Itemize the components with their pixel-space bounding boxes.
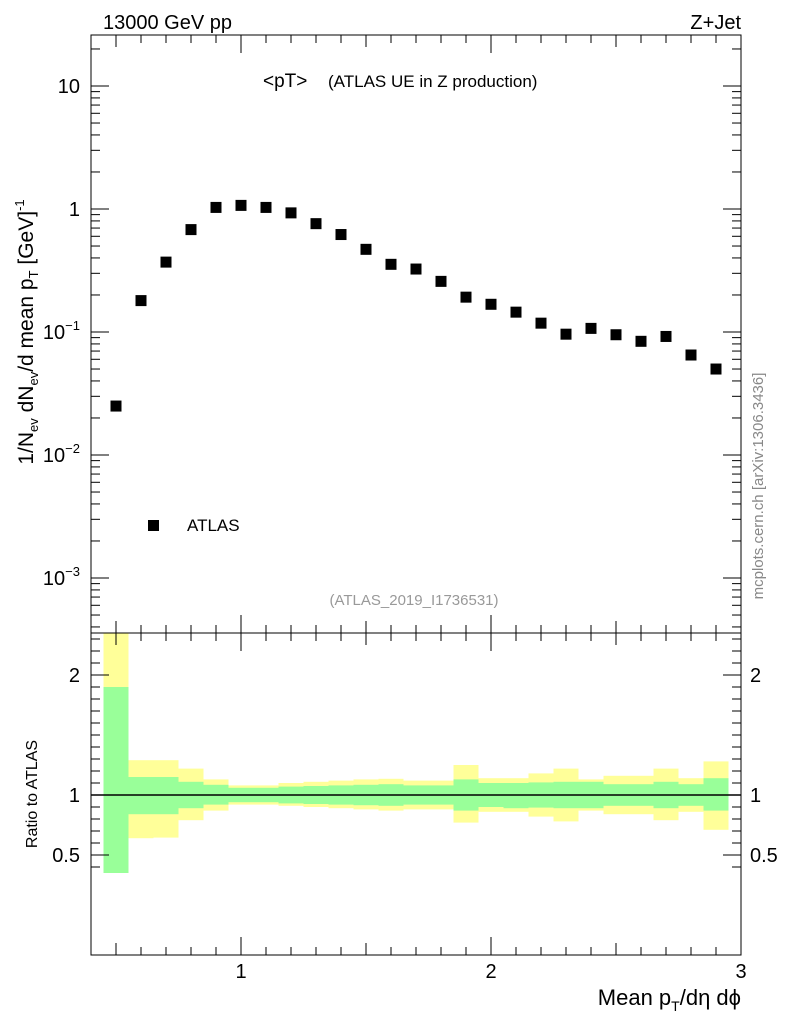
- y-tick-label: 10: [58, 76, 80, 98]
- data-point-atlas: [360, 243, 372, 255]
- x-axis-title: Mean pT/dη dϕ: [598, 985, 741, 1014]
- inner-band-bin: [103, 687, 129, 873]
- svg-text:Ratio to ATLAS: Ratio to ATLAS: [24, 740, 41, 848]
- data-point-atlas: [560, 328, 572, 340]
- legend-label-atlas: ATLAS: [187, 516, 240, 535]
- main-ticks: [90, 35, 742, 633]
- x-tick-label: 1: [235, 961, 246, 983]
- ratio-y-tick-labels: 2 2 1 1 0.5 0.5: [52, 665, 778, 867]
- data-point-atlas: [435, 275, 447, 287]
- data-point-atlas: [185, 224, 197, 236]
- ratio-ticks: [90, 633, 742, 955]
- data-point-atlas: [210, 201, 222, 213]
- legend-marker-atlas: [148, 520, 159, 531]
- x-tick-label: 3: [735, 961, 746, 983]
- data-point-atlas: [135, 295, 147, 307]
- ratio-y-tick-label-left: 0.5: [52, 845, 80, 867]
- data-point-atlas: [485, 298, 497, 310]
- data-point-atlas: [510, 306, 522, 318]
- ratio-y-tick-label-left: 1: [69, 785, 80, 807]
- data-point-atlas: [660, 330, 672, 342]
- ratio-panel: 2 2 1 1 0.5 0.5 1 2 3 Ratio to ATLAS Mean pT/dη…: [24, 632, 778, 1014]
- y-tick-label: 10−2: [43, 441, 80, 467]
- y-tick-label: 10−1: [43, 318, 80, 344]
- data-point-atlas: [160, 256, 172, 268]
- analysis-id-label: (ATLAS_2019_I1736531): [329, 592, 498, 609]
- energy-label: 13000 GeV pp: [103, 12, 232, 34]
- data-point-atlas: [260, 201, 272, 213]
- main-y-tick-labels: 10 1 10−1 10−2 10−3: [43, 76, 80, 590]
- main-y-axis-title: 1/Nev dNev/d mean pT [GeV]-1: [12, 199, 41, 464]
- data-point-atlas: [385, 258, 397, 270]
- svg-text:1/Nev dNev/d mean pT [GeV]-1: 1/Nev dNev/d mean pT [GeV]-1: [12, 199, 41, 464]
- y-tick-label: 1: [69, 199, 80, 221]
- data-point-atlas: [535, 317, 547, 329]
- data-point-atlas: [460, 291, 472, 303]
- process-label: Z+Jet: [690, 12, 741, 34]
- main-subtitle: (ATLAS UE in Z production): [328, 72, 537, 91]
- data-point-atlas: [235, 199, 247, 211]
- data-point-atlas: [710, 363, 722, 375]
- data-point-atlas: [335, 229, 347, 241]
- watermark: mcplots.cern.ch [arXiv:1306.3436]: [750, 373, 767, 600]
- ratio-y-tick-label-right: 0.5: [750, 845, 778, 867]
- ratio-y-tick-label-right: 2: [750, 665, 761, 687]
- data-point-atlas: [585, 322, 597, 334]
- ratio-bands: [103, 633, 729, 873]
- y-tick-label: 10−3: [43, 564, 80, 590]
- data-point-atlas: [310, 218, 322, 230]
- data-point-atlas: [410, 263, 422, 275]
- data-point-atlas: [285, 207, 297, 219]
- data-point-atlas: [610, 329, 622, 341]
- main-title: <pT>: [263, 71, 307, 92]
- data-point-atlas: [110, 400, 122, 412]
- main-points: [110, 199, 722, 412]
- data-point-atlas: [685, 349, 697, 361]
- main-panel: <pT> (ATLAS UE in Z production) 10110−11…: [12, 34, 742, 634]
- ratio-y-tick-label-right: 1: [750, 785, 761, 807]
- ratio-y-tick-label-left: 2: [69, 665, 80, 687]
- data-point-atlas: [635, 335, 647, 347]
- x-tick-label: 2: [485, 961, 496, 983]
- main-frame: [90, 34, 742, 634]
- ratio-y-axis-title: Ratio to ATLAS: [24, 740, 41, 848]
- x-tick-labels: 1 2 3: [235, 961, 746, 983]
- svg-text:mcplots.cern.ch [arXiv:1306.34: mcplots.cern.ch [arXiv:1306.3436]: [750, 373, 767, 600]
